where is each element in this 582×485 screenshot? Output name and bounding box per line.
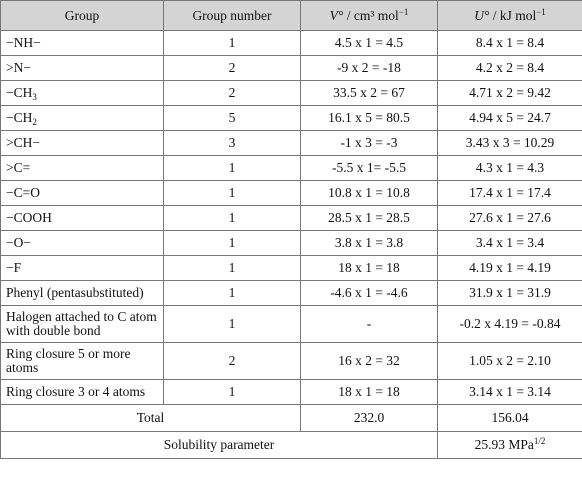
- volume-cell: 33.5 x 2 = 67: [300, 80, 438, 106]
- group-cell: >C=: [0, 155, 164, 181]
- header-energy: U° / kJ mol−1: [437, 0, 582, 31]
- total-volume: 232.0: [300, 404, 438, 432]
- group-cell: Ring closure 3 or 4 atoms: [0, 379, 164, 405]
- volume-cell: -4.6 x 1 = -4.6: [300, 280, 438, 306]
- u-unit: / kJ mol: [489, 7, 537, 23]
- group-number-cell: 1: [163, 180, 301, 206]
- volume-cell: 3.8 x 1 = 3.8: [300, 230, 438, 256]
- energy-cell: 3.43 x 3 = 10.29: [437, 130, 582, 156]
- energy-cell: 31.9 x 1 = 31.9: [437, 280, 582, 306]
- table-row: >CH− 3 -1 x 3 = -3 3.43 x 3 = 10.29: [0, 130, 582, 156]
- table-row: −CH2 5 16.1 x 5 = 80.5 4.94 x 5 = 24.7: [0, 105, 582, 131]
- group-subscript: 2: [32, 117, 37, 127]
- table-row: >C= 1 -5.5 x 1= -5.5 4.3 x 1 = 4.3: [0, 155, 582, 181]
- table-row: Halogen attached to C atom with double b…: [0, 305, 582, 343]
- group-cell: −O−: [0, 230, 164, 256]
- table-row: −C=O 1 10.8 x 1 = 10.8 17.4 x 1 = 17.4: [0, 180, 582, 206]
- group-number-cell: 2: [163, 55, 301, 81]
- group-number-cell: 1: [163, 280, 301, 306]
- group-number-cell: 1: [163, 30, 301, 56]
- volume-cell: 18 x 1 = 18: [300, 379, 438, 405]
- table-row: −NH− 1 4.5 x 1 = 4.5 8.4 x 1 = 8.4: [0, 30, 582, 56]
- volume-cell: 28.5 x 1 = 28.5: [300, 205, 438, 231]
- total-label: Total: [0, 404, 301, 432]
- volume-cell: -9 x 2 = -18: [300, 55, 438, 81]
- energy-cell: -0.2 x 4.19 = -0.84: [437, 305, 582, 343]
- energy-cell: 4.3 x 1 = 4.3: [437, 155, 582, 181]
- volume-cell: 18 x 1 = 18: [300, 255, 438, 281]
- volume-cell: -1 x 3 = -3: [300, 130, 438, 156]
- group-cell: −NH−: [0, 30, 164, 56]
- group-cell: >N−: [0, 55, 164, 81]
- volume-cell: 16 x 2 = 32: [300, 342, 438, 380]
- table-row: −COOH 1 28.5 x 1 = 28.5 27.6 x 1 = 27.6: [0, 205, 582, 231]
- volume-cell: -: [300, 305, 438, 343]
- group-cell: Halogen attached to C atom with double b…: [0, 305, 164, 343]
- group-cell: −COOH: [0, 205, 164, 231]
- group-cell: −F: [0, 255, 164, 281]
- group-number-cell: 1: [163, 255, 301, 281]
- energy-cell: 17.4 x 1 = 17.4: [437, 180, 582, 206]
- group-formula: −CH: [6, 110, 33, 125]
- table-row: −O− 1 3.8 x 1 = 3.8 3.4 x 1 = 3.4: [0, 230, 582, 256]
- solubility-exponent: 1/2: [533, 436, 546, 446]
- energy-cell: 8.4 x 1 = 8.4: [437, 30, 582, 56]
- group-cell: >CH−: [0, 130, 164, 156]
- group-number-cell: 1: [163, 155, 301, 181]
- volume-cell: 10.8 x 1 = 10.8: [300, 180, 438, 206]
- v-unit: / cm³ mol: [343, 7, 399, 23]
- v-unit-exponent: −1: [398, 6, 409, 17]
- group-formula: −CH: [6, 85, 33, 100]
- header-group: Group: [0, 0, 164, 31]
- group-cell: −CH3: [0, 80, 164, 106]
- u-symbol: U°: [474, 7, 490, 23]
- volume-cell: 16.1 x 5 = 80.5: [300, 105, 438, 131]
- group-cell: −C=O: [0, 180, 164, 206]
- energy-cell: 3.4 x 1 = 3.4: [437, 230, 582, 256]
- energy-cell: 4.2 x 2 = 8.4: [437, 55, 582, 81]
- energy-cell: 4.19 x 1 = 4.19: [437, 255, 582, 281]
- group-cell: Phenyl (pentasubstituted): [0, 280, 164, 306]
- energy-cell: 27.6 x 1 = 27.6: [437, 205, 582, 231]
- header-group-number: Group number: [163, 0, 301, 31]
- solubility-row: Solubility parameter 25.93 MPa1/2: [0, 431, 582, 459]
- total-energy: 156.04: [437, 404, 582, 432]
- table-row: −CH3 2 33.5 x 2 = 67 4.71 x 2 = 9.42: [0, 80, 582, 106]
- header-molar-volume: V° / cm³ mol−1: [300, 0, 438, 31]
- volume-cell: 4.5 x 1 = 4.5: [300, 30, 438, 56]
- v-symbol: V°: [329, 7, 344, 23]
- volume-cell: -5.5 x 1= -5.5: [300, 155, 438, 181]
- total-row: Total 232.0 156.04: [0, 404, 582, 432]
- group-number-cell: 5: [163, 105, 301, 131]
- u-unit-exponent: −1: [536, 6, 546, 17]
- group-number-cell: 3: [163, 130, 301, 156]
- solubility-label: Solubility parameter: [0, 431, 438, 459]
- group-number-cell: 2: [163, 342, 301, 380]
- group-cell: −CH2: [0, 105, 164, 131]
- solubility-number: 25.93 MPa: [474, 437, 534, 452]
- table-row: >N− 2 -9 x 2 = -18 4.2 x 2 = 8.4: [0, 55, 582, 81]
- group-contribution-table: Group Group number V° / cm³ mol−1 U° / k…: [0, 0, 582, 459]
- group-number-cell: 1: [163, 205, 301, 231]
- group-cell: Ring closure 5 or more atoms: [0, 342, 164, 380]
- energy-cell: 4.94 x 5 = 24.7: [437, 105, 582, 131]
- group-number-cell: 1: [163, 305, 301, 343]
- table-row: −F 1 18 x 1 = 18 4.19 x 1 = 4.19: [0, 255, 582, 281]
- energy-cell: 3.14 x 1 = 3.14: [437, 379, 582, 405]
- energy-cell: 4.71 x 2 = 9.42: [437, 80, 582, 106]
- energy-cell: 1.05 x 2 = 2.10: [437, 342, 582, 380]
- table-row: Phenyl (pentasubstituted) 1 -4.6 x 1 = -…: [0, 280, 582, 306]
- solubility-value: 25.93 MPa1/2: [437, 431, 582, 459]
- group-number-cell: 1: [163, 230, 301, 256]
- group-number-cell: 2: [163, 80, 301, 106]
- table-row: Ring closure 3 or 4 atoms 1 18 x 1 = 18 …: [0, 379, 582, 405]
- group-subscript: 3: [32, 92, 37, 102]
- header-row: Group Group number V° / cm³ mol−1 U° / k…: [0, 0, 582, 31]
- group-number-cell: 1: [163, 379, 301, 405]
- table-row: Ring closure 5 or more atoms 2 16 x 2 = …: [0, 342, 582, 380]
